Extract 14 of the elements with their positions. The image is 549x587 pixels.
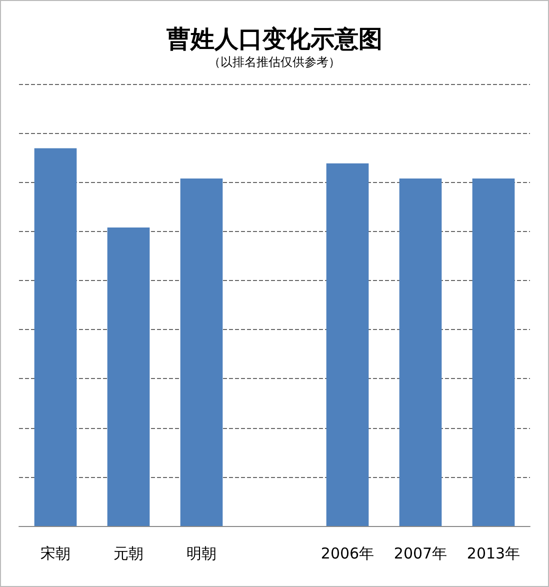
chart-title: 曹姓人口变化示意图 <box>166 26 382 53</box>
x-tick-label: 2013年 <box>466 544 520 562</box>
bar <box>107 228 150 526</box>
bar <box>180 178 223 526</box>
bar <box>399 178 442 526</box>
chart-subtitle: （以排名推估仅供参考） <box>208 55 340 69</box>
bar <box>472 178 515 526</box>
x-tick-label: 2007年 <box>394 544 448 562</box>
x-tick-label: 元朝 <box>114 544 144 562</box>
bar <box>34 148 77 526</box>
x-tick-label: 明朝 <box>186 544 216 562</box>
x-tick-label: 宋朝 <box>40 544 70 562</box>
x-tick-label: 2006年 <box>320 544 374 562</box>
bar <box>326 163 369 526</box>
